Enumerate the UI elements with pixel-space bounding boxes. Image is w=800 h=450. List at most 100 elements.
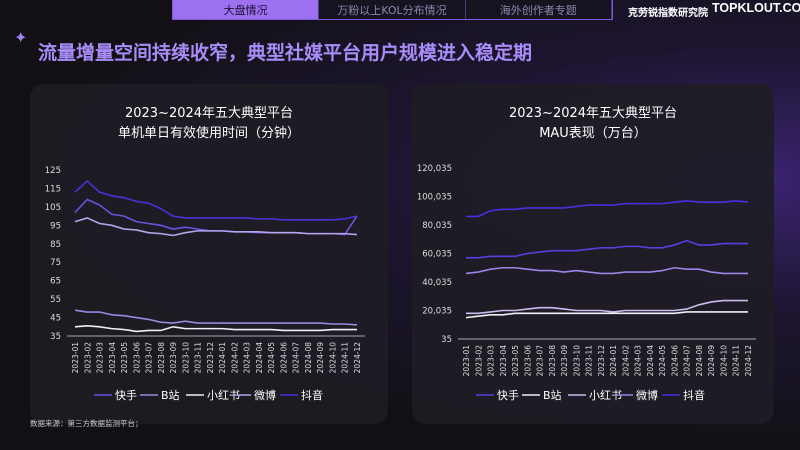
sparkle-icon: ✦ — [14, 28, 28, 47]
x-tick-label: 2024-07 — [292, 342, 301, 374]
x-tick-label: 2024-10 — [328, 342, 337, 374]
y-tick-label: 55 — [50, 295, 61, 305]
chart-title-line1: 2023~2024年五大典型平台 — [508, 106, 678, 121]
x-tick-label: 2024-10 — [719, 345, 728, 377]
footnote: 数据来源：第三方数据监测平台； — [30, 419, 143, 428]
legend-label: 微博 — [254, 388, 276, 402]
y-tick-label: 20,035 — [422, 307, 452, 317]
logo: TOPKLOUT.COM — [712, 1, 800, 15]
page-title: 流量增量空间持续收窄，典型社媒平台用户规模进入稳定期 — [38, 42, 533, 64]
x-tick-label: 2023-08 — [157, 342, 166, 374]
y-tick-label: 35 — [50, 332, 61, 342]
y-tick-label: 45 — [50, 314, 61, 324]
y-tick-label: 65 — [50, 277, 61, 287]
legend-label: 小红书 — [207, 389, 240, 402]
y-tick-label: 95 — [50, 221, 61, 231]
x-tick-label: 2023-07 — [536, 345, 545, 377]
legend-label: 抖音 — [683, 388, 705, 402]
x-tick-label: 2024-02 — [230, 342, 239, 374]
series-line-微博 — [74, 217, 358, 237]
x-tick-label: 2024-06 — [670, 345, 679, 377]
x-tick-label: 2023-06 — [132, 342, 141, 374]
x-tick-label: 2024-08 — [304, 342, 313, 374]
chart-panel-usage-time: 2023~2024年五大典型平台 单机单日有效使用时间（分钟） 35 45 55 65… — [30, 84, 388, 424]
series-line-小红书 — [466, 299, 748, 315]
series-line-快手 — [74, 198, 358, 236]
y-tick-label: 115 — [45, 184, 61, 194]
x-tick-label: 2024-04 — [255, 342, 264, 374]
x-tick-label: 2023-11 — [194, 342, 203, 374]
legend-label: 抖音 — [301, 388, 323, 402]
series-line-抖音 — [74, 179, 358, 221]
y-tick-label: 60,035 — [422, 250, 452, 260]
x-tick-label: 2024-04 — [646, 345, 655, 377]
y-tick-label: 40,035 — [422, 278, 452, 288]
chart-panel-mau: 2023~2024年五大典型平台 MAU表现（万台） 35 20,035 40,03… — [412, 84, 774, 424]
series-line-B站 — [465, 311, 748, 319]
x-tick-label: 2023-12 — [206, 342, 215, 374]
chart-title-line2: 单机单日有效使用时间（分钟） — [117, 126, 300, 141]
x-tick-label: 2023-10 — [181, 342, 190, 374]
tab-overseas-creators[interactable]: 海外创作者专题 — [465, 0, 612, 19]
y-tick-label: 100,035 — [417, 193, 452, 203]
x-tick-label: 2023-11 — [585, 345, 594, 377]
series-line-快手 — [466, 239, 748, 259]
x-tick-label: 2023-03 — [96, 342, 105, 374]
series-line-抖音 — [466, 199, 749, 218]
chart-svg: 35 45 55 65 75 85 95 105 115 125 2023-01 2023-02 202… — [45, 166, 365, 402]
x-tick-label: 2024-12 — [744, 345, 753, 377]
y-tick-label: 105 — [45, 203, 61, 213]
legend-label: B站 — [543, 388, 562, 402]
x-tick-label: 2024-05 — [267, 342, 276, 374]
y-tick-label: 75 — [50, 258, 61, 268]
x-tick-label: 2024-11 — [732, 345, 741, 377]
series-line-小红书 — [74, 325, 357, 333]
y-tick-label: 125 — [45, 166, 61, 176]
x-tick-label: 2024-07 — [683, 345, 692, 377]
x-tick-label: 2023-01 — [462, 345, 471, 377]
x-tick-label: 2024-09 — [707, 345, 716, 377]
y-tick-label: 85 — [50, 240, 61, 250]
x-tick-label: 2024-01 — [609, 345, 618, 377]
x-tick-label: 2024-03 — [243, 342, 252, 374]
x-tick-label: 2024-11 — [341, 342, 350, 374]
x-tick-label: 2023-02 — [83, 342, 92, 374]
series-line-微博 — [465, 266, 748, 275]
x-tick-label: 2023-09 — [560, 345, 569, 377]
x-tick-label: 2023-05 — [120, 342, 129, 374]
chart-title-line1: 2023~2024年五大典型平台 — [124, 106, 294, 121]
x-tick-label: 2023-05 — [511, 345, 520, 377]
x-tick-label: 2023-06 — [523, 345, 532, 377]
x-tick-label: 2023-04 — [499, 345, 508, 377]
legend-label: 微博 — [636, 388, 658, 402]
chart-svg: 35 20,035 40,035 60,035 80,035 100,035 120,035… — [417, 164, 756, 402]
x-tick-label: 2024-06 — [279, 342, 288, 374]
x-tick-label: 2024-09 — [316, 342, 325, 374]
y-tick-label: 80,035 — [422, 221, 452, 231]
x-tick-label: 2023-02 — [474, 345, 483, 377]
x-tick-label: 2023-09 — [169, 342, 178, 374]
legend-label: 快手 — [497, 388, 519, 402]
chart-title-line2: MAU表现（万台） — [539, 126, 647, 141]
tab-overview[interactable]: 大盘情况 — [173, 0, 320, 19]
brand-name: 克劳锐指数研究院 — [628, 8, 708, 19]
x-tick-label: 2023-03 — [487, 345, 496, 377]
x-tick-label: 2024-01 — [218, 342, 227, 374]
x-tick-label: 2024-12 — [353, 342, 362, 374]
x-tick-label: 2023-08 — [548, 345, 557, 377]
x-tick-label: 2024-03 — [634, 345, 643, 377]
x-tick-label: 2024-05 — [658, 345, 667, 377]
x-tick-label: 2023-10 — [572, 345, 581, 377]
x-tick-label: 2023-12 — [597, 345, 606, 377]
x-tick-label: 2023-04 — [108, 342, 117, 374]
legend-label: 小红书 — [589, 389, 622, 402]
series-line-B站 — [74, 309, 358, 326]
y-tick-label: 35 — [441, 335, 452, 345]
tab-kol-distribution[interactable]: 万粉以上KOL分布情况 — [319, 0, 466, 19]
x-tick-label: 2023-07 — [145, 342, 154, 374]
x-tick-label: 2024-08 — [695, 345, 704, 377]
x-tick-label: 2023-01 — [71, 342, 80, 374]
y-tick-label: 120,035 — [417, 164, 452, 174]
legend-label: B站 — [161, 388, 180, 402]
top-nav: 大盘情况 万粉以上KOL分布情况 海外创作者专题 — [172, 0, 613, 20]
